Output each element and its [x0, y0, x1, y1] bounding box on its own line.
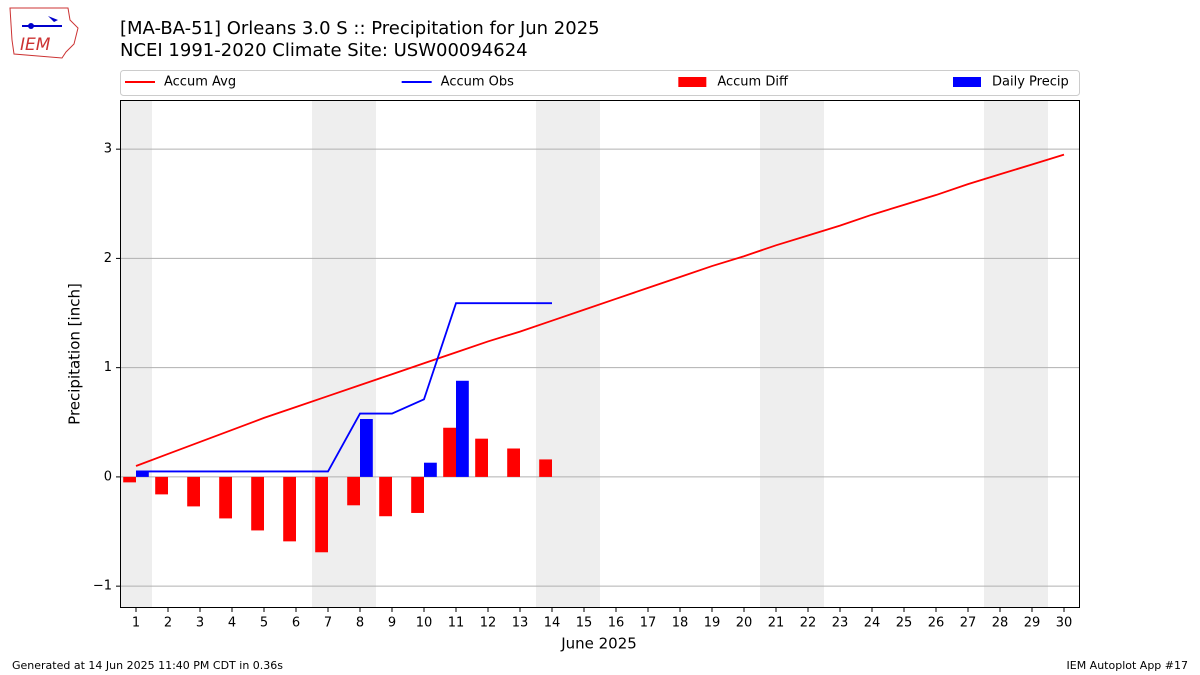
bar: [411, 476, 424, 513]
x-tick-label: 18: [672, 616, 689, 631]
x-tick-label: 25: [896, 616, 913, 631]
x-tick-label: 30: [1056, 616, 1073, 631]
x-tick-label: 7: [324, 616, 332, 631]
x-tick-label: 3: [196, 616, 204, 631]
x-tick-label: 8: [356, 616, 364, 631]
chart-subtitle: NCEI 1991-2020 Climate Site: USW00094624: [120, 40, 528, 61]
weekend-band: [568, 100, 600, 608]
x-tick-label: 21: [768, 616, 785, 631]
x-tick-label: 5: [260, 616, 268, 631]
bar: [443, 427, 456, 477]
bar: [507, 448, 520, 477]
weekend-band: [1016, 100, 1048, 608]
x-tick-label: 26: [928, 616, 945, 631]
bar: [424, 462, 437, 477]
chart-title: [MA-BA-51] Orleans 3.0 S :: Precipitatio…: [120, 18, 600, 39]
x-tick-label: 17: [640, 616, 657, 631]
logo-text: IEM: [20, 35, 51, 55]
y-tick-label: 3: [104, 142, 112, 157]
x-tick-label: 4: [228, 616, 236, 631]
line-series: [135, 153, 1065, 467]
x-tick-label: 29: [1024, 616, 1041, 631]
weekend-band: [344, 100, 376, 608]
x-tick-label: 20: [736, 616, 753, 631]
legend-swatch: [953, 77, 981, 87]
logo: IEM: [9, 7, 79, 59]
bar: [283, 476, 296, 542]
bar: [187, 476, 200, 507]
y-tick-label: 0: [104, 469, 112, 484]
y-axis-label: Precipitation [inch]: [66, 283, 84, 425]
y-tick-label: −1: [93, 579, 112, 594]
footer-left: Generated at 14 Jun 2025 11:40 PM CDT in…: [12, 659, 283, 672]
x-tick-label: 2: [164, 616, 172, 631]
x-tick-label: 16: [608, 616, 625, 631]
x-tick-label: 9: [388, 616, 396, 631]
legend-swatch: [678, 77, 707, 87]
x-tick-label: 23: [832, 616, 849, 631]
bar: [475, 438, 488, 477]
legend-label: Accum Avg: [164, 75, 236, 90]
plot-area: [120, 100, 1080, 608]
bar: [347, 476, 360, 506]
x-tick-label: 22: [800, 616, 817, 631]
x-tick-label: 12: [480, 616, 497, 631]
legend-label: Accum Obs: [441, 75, 514, 90]
x-tick-label: 14: [544, 616, 561, 631]
y-tick-label: 2: [104, 251, 112, 266]
plot-frame: [120, 100, 1080, 608]
legend-box: [120, 70, 1080, 96]
legend-label: Daily Precip: [992, 75, 1069, 90]
x-axis-label: June 2025: [560, 635, 637, 653]
bar: [136, 471, 149, 477]
weekend-band: [760, 100, 792, 608]
x-tick-label: 24: [864, 616, 881, 631]
weekend-band: [536, 100, 568, 608]
x-tick-label: 19: [704, 616, 721, 631]
x-tick-label: 15: [576, 616, 593, 631]
bar: [123, 476, 136, 483]
footer-right: IEM Autoplot App #17: [1067, 659, 1189, 672]
bar: [315, 476, 328, 553]
y-tick-label: 1: [104, 360, 112, 375]
bar: [360, 419, 373, 477]
x-tick-label: 11: [448, 616, 465, 631]
bar: [379, 476, 392, 517]
x-tick-label: 13: [512, 616, 529, 631]
x-tick-label: 6: [292, 616, 300, 631]
x-tick-label: 28: [992, 616, 1009, 631]
bar: [456, 380, 469, 477]
line-series: [136, 302, 552, 473]
x-tick-label: 1: [132, 616, 140, 631]
weekend-band: [120, 100, 152, 608]
bar: [539, 459, 552, 477]
weekend-band: [792, 100, 824, 608]
bar: [219, 476, 232, 519]
bar: [251, 476, 264, 531]
x-tick-label: 10: [416, 616, 433, 631]
x-tick-label: 27: [960, 616, 977, 631]
bar: [155, 476, 168, 495]
weekend-band: [984, 100, 1016, 608]
legend-label: Accum Diff: [717, 75, 789, 90]
